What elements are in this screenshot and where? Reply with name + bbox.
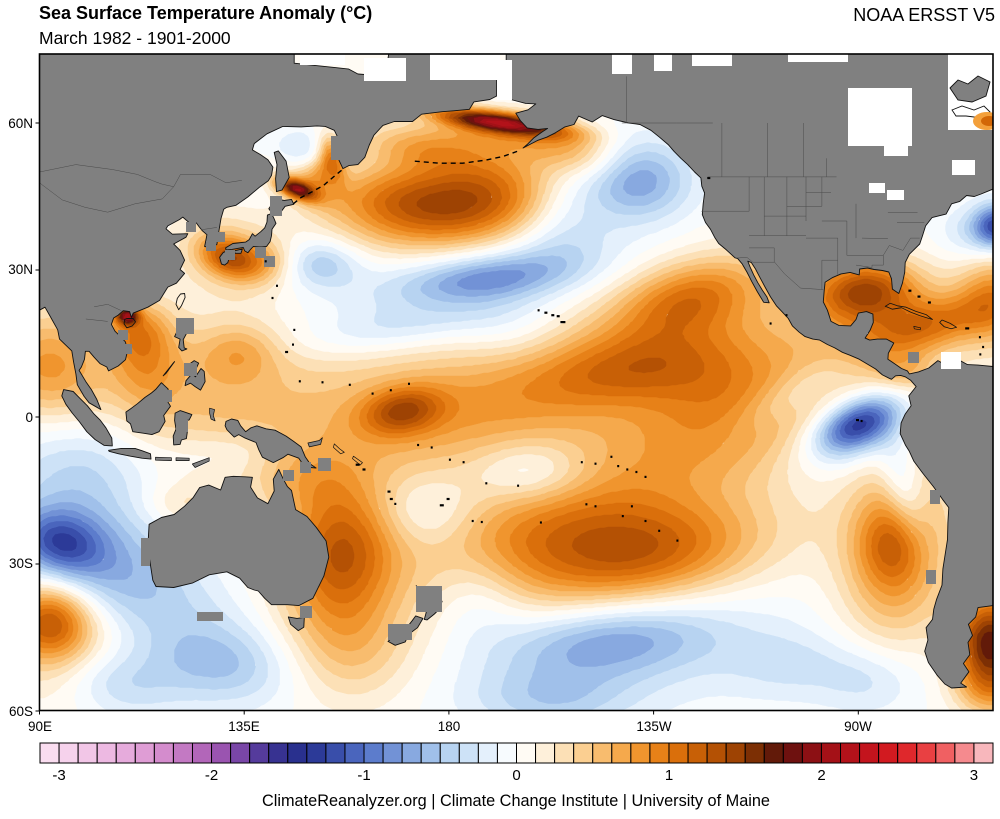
svg-text:60S: 60S (9, 704, 33, 719)
svg-text:60N: 60N (8, 116, 33, 131)
svg-text:135W: 135W (636, 719, 672, 734)
svg-text:-2: -2 (205, 767, 218, 784)
svg-text:1: 1 (665, 767, 673, 784)
svg-text:-3: -3 (52, 767, 65, 784)
svg-text:30N: 30N (8, 262, 33, 277)
svg-text:-1: -1 (357, 767, 370, 784)
svg-text:90E: 90E (28, 719, 52, 734)
svg-text:180: 180 (438, 719, 461, 734)
svg-text:2: 2 (817, 767, 825, 784)
svg-text:135E: 135E (228, 719, 260, 734)
svg-text:90W: 90W (844, 719, 872, 734)
svg-text:0: 0 (25, 410, 33, 425)
svg-text:3: 3 (970, 767, 978, 784)
svg-text:30S: 30S (9, 556, 33, 571)
svg-text:0: 0 (512, 767, 520, 784)
